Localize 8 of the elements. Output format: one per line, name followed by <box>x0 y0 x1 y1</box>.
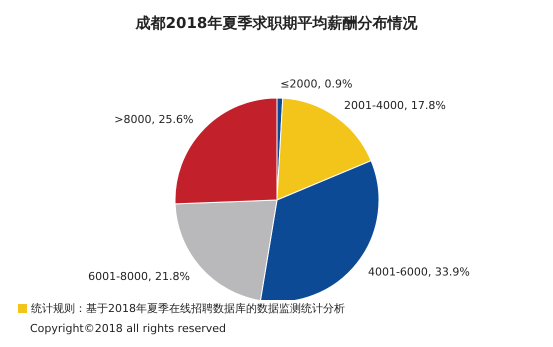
slice-label: 4001-6000, 33.9% <box>368 265 470 278</box>
slice-label: >8000, 25.6% <box>114 113 194 126</box>
text: 统计规则：基于2018年夏季在线招聘数据库的数据监测统计分析 <box>31 301 345 316</box>
chart-title: 成都2018年夏季求职期平均薪酬分布情况 <box>134 14 418 33</box>
slice-label: 2001-4000, 17.8% <box>344 98 446 112</box>
slice-label: ≤2000, 0.9% <box>280 78 352 91</box>
text: Copyright©2018 all rights reserved <box>30 322 226 335</box>
slice-label: 6001-8000, 21.8% <box>88 270 190 284</box>
